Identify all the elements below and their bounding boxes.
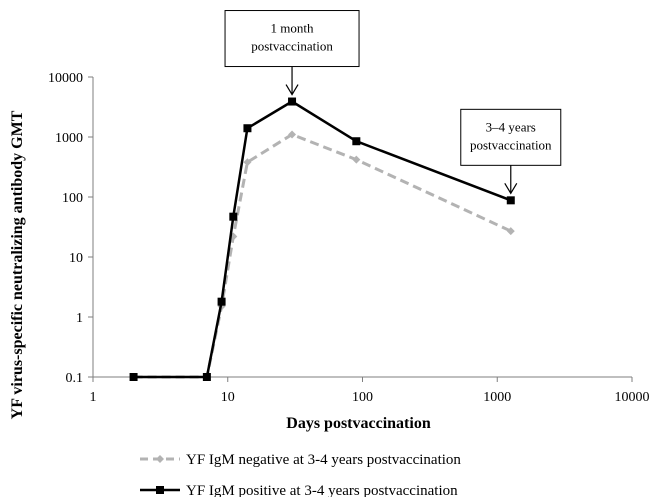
y-tick-label: 1 <box>76 311 83 326</box>
legend-item-2: YF IgM positive at 3-4 years postvaccina… <box>140 483 458 497</box>
legend-item-1: YF IgM negative at 3-4 years postvaccina… <box>140 452 461 468</box>
data-point <box>288 130 297 139</box>
annotation-text: postvaccination <box>470 137 552 152</box>
x-tick-label: 10 <box>221 390 235 405</box>
annotation-text: postvaccination <box>251 39 333 54</box>
legend-label: YF IgM negative at 3-4 years postvaccina… <box>186 452 461 468</box>
data-point <box>229 212 238 221</box>
data-point <box>243 158 252 167</box>
x-axis-title: Days postvaccination <box>286 415 431 432</box>
arrow-head <box>504 183 518 195</box>
annotation-text: 1 month <box>271 21 314 36</box>
series-1 <box>129 130 515 381</box>
x-tick-label: 100 <box>352 390 373 405</box>
data-point <box>352 137 361 146</box>
legend-marker <box>156 486 164 494</box>
annotation-box <box>460 108 562 166</box>
data-point <box>352 155 361 164</box>
y-tick-label: 1000 <box>55 131 83 146</box>
series-2 <box>129 97 515 381</box>
series-line <box>133 133 512 379</box>
legend-marker <box>156 455 164 463</box>
y-tick-label: 100 <box>62 191 83 206</box>
y-axis-title: YF virus-specific neutralizing antibody … <box>9 110 26 419</box>
y-tick-label: 10000 <box>48 71 83 86</box>
data-point <box>202 373 211 381</box>
data-point <box>217 297 226 306</box>
annotation-2: 3–4 years postvaccination <box>460 108 562 195</box>
series-line <box>133 100 512 379</box>
annotation-text: 3–4 years <box>486 119 536 134</box>
data-point <box>288 97 297 106</box>
series-layer <box>129 97 515 381</box>
legend: YF IgM negative at 3-4 years postvaccina… <box>140 452 461 497</box>
data-point <box>506 227 515 236</box>
x-tick-label: 10000 <box>615 390 650 405</box>
x-tick-label: 1000 <box>483 390 511 405</box>
tick-labels: 0.1 1 10 100 1000 10000 1 10 100 1000 10000 <box>48 71 650 405</box>
data-point <box>243 124 252 133</box>
x-tick-label: 1 <box>90 390 97 405</box>
annotation-box <box>224 10 360 68</box>
data-point <box>129 373 138 381</box>
legend-label: YF IgM positive at 3-4 years postvaccina… <box>186 483 458 497</box>
annotations: 1 month postvaccination 3–4 years postvacci… <box>224 10 562 195</box>
data-point <box>506 196 515 205</box>
y-tick-label: 10 <box>69 251 83 266</box>
y-tick-label: 0.1 <box>66 371 84 386</box>
annotation-1: 1 month postvaccination <box>224 10 360 96</box>
arrow-head <box>285 84 299 96</box>
